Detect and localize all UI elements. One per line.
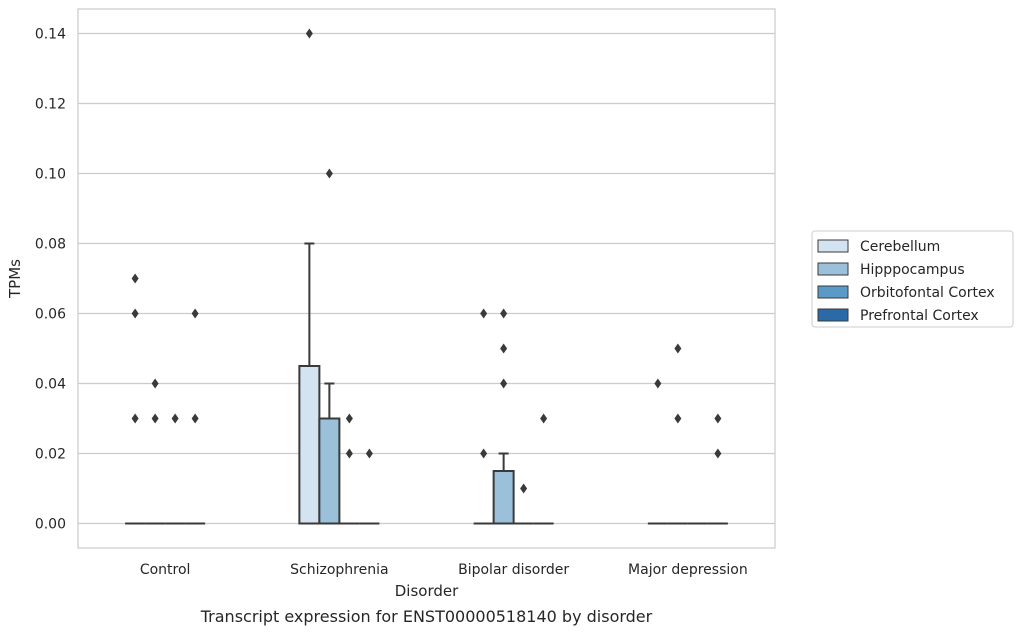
y-tick-label: 0.00 — [35, 517, 66, 533]
x-tick-label: Control — [140, 562, 191, 578]
outlier-point — [191, 413, 199, 424]
box-body — [318, 417, 341, 525]
y-tick-label: 0.06 — [35, 307, 66, 323]
legend-label: Orbitofontal Cortex — [860, 285, 995, 301]
legend-item[interactable]: Hipppocampus — [817, 262, 965, 278]
legend-swatch — [817, 262, 849, 276]
outlier-point — [540, 413, 548, 424]
legend-label: Hipppocampus — [860, 262, 965, 278]
y-axis-title: TPMs — [6, 259, 24, 299]
legend-swatch — [817, 285, 849, 299]
outlier-point — [520, 483, 528, 494]
x-tick-label: Major depression — [628, 562, 748, 578]
outlier-point — [654, 378, 662, 389]
x-tick-labels: Control Schizophrenia Bipolar disorder Majo… — [140, 562, 748, 578]
boxes — [125, 242, 728, 525]
outliers — [131, 28, 722, 494]
outlier-point — [151, 413, 159, 424]
legend-label: Cerebellum — [860, 239, 940, 255]
y-tick-label: 0.10 — [35, 167, 66, 183]
y-tick-label: 0.02 — [35, 447, 66, 463]
outlier-point — [714, 448, 722, 459]
outlier-point — [131, 308, 139, 319]
y-tick-label: 0.14 — [35, 27, 66, 43]
legend-label: Prefrontal Cortex — [860, 308, 979, 324]
outlier-point — [480, 448, 488, 459]
outlier-point — [500, 343, 508, 354]
outlier-point — [305, 28, 313, 39]
y-tick-labels: 0.00 0.02 0.04 0.06 0.08 0.10 0.12 0.14 — [35, 27, 66, 533]
outlier-point — [500, 378, 508, 389]
x-tick-label: Bipolar disorder — [458, 562, 569, 578]
outlier-point — [674, 343, 682, 354]
legend-item[interactable]: Prefrontal Cortex — [817, 308, 979, 324]
y-tick-label: 0.08 — [35, 237, 66, 253]
box-hipppocampus — [318, 382, 341, 525]
outlier-point — [345, 413, 353, 424]
outlier-point — [131, 413, 139, 424]
outlier-point — [714, 413, 722, 424]
outlier-point — [325, 168, 333, 179]
box-body — [298, 365, 321, 525]
outlier-point — [674, 413, 682, 424]
outlier-point — [500, 308, 508, 319]
x-tick-label: Schizophrenia — [290, 562, 388, 578]
legend-swatch — [817, 239, 849, 253]
legend-item[interactable]: Cerebellum — [817, 239, 940, 255]
legend-item[interactable]: Orbitofontal Cortex — [817, 285, 995, 301]
outlier-point — [365, 448, 373, 459]
box-cerebellum — [298, 242, 321, 525]
legend-items: Cerebellum Hipppocampus Orbitofontal Corte… — [817, 239, 995, 324]
outlier-point — [171, 413, 179, 424]
box-body — [492, 470, 515, 525]
outlier-point — [345, 448, 353, 459]
x-axis-title: Disorder — [395, 582, 459, 600]
outlier-point — [191, 308, 199, 319]
legend-swatch — [817, 308, 849, 322]
y-tick-label: 0.12 — [35, 97, 66, 113]
gridlines — [78, 32, 775, 525]
outlier-point — [151, 378, 159, 389]
legend[interactable]: Cerebellum Hipppocampus Orbitofontal Corte… — [811, 230, 1014, 328]
chart-title: Transcript expression for ENST0000051814… — [200, 607, 653, 626]
outlier-point — [131, 273, 139, 284]
outlier-point — [480, 308, 488, 319]
y-tick-label: 0.04 — [35, 377, 66, 393]
legend-frame — [811, 230, 1014, 328]
box-hipppocampus — [492, 452, 515, 525]
plot-frame — [77, 8, 776, 549]
